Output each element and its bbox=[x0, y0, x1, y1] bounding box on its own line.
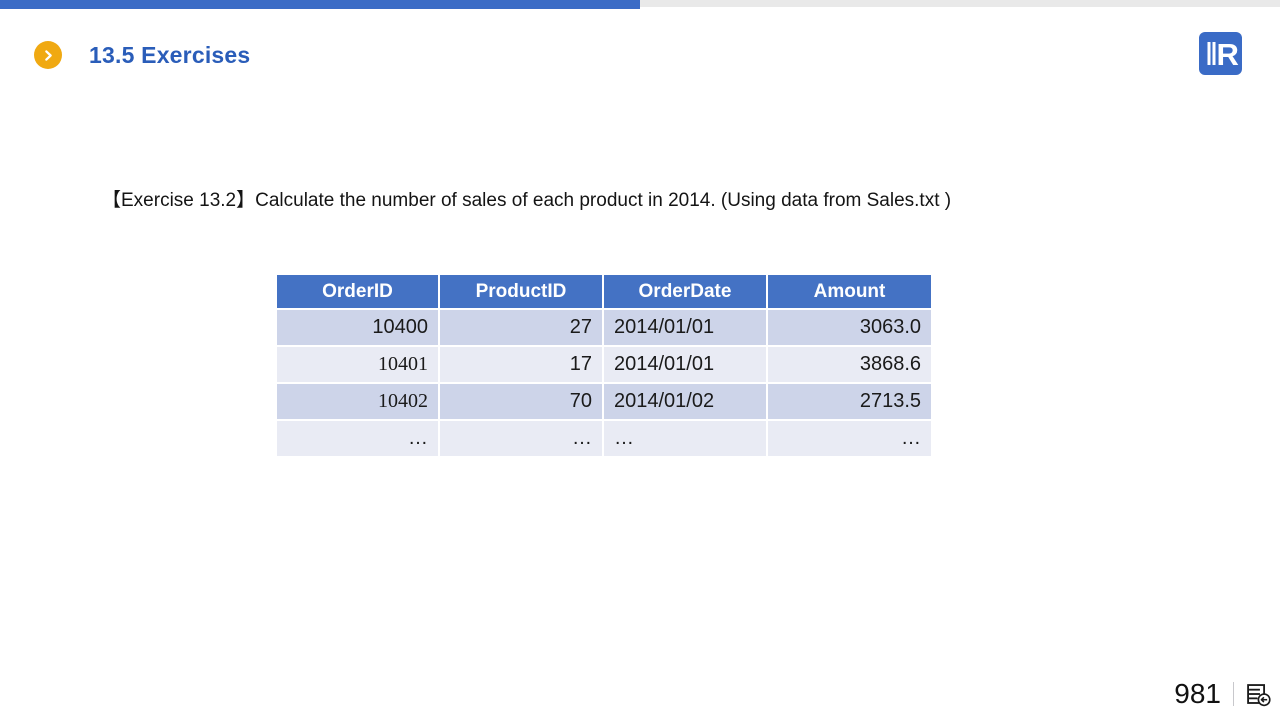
cell-productid: 17 bbox=[438, 345, 604, 384]
top-accent-bar-gray bbox=[640, 0, 1280, 7]
cell-amount: 3868.6 bbox=[766, 345, 933, 384]
cell-orderid: … bbox=[275, 419, 440, 458]
slide-header: 13.5 Exercises bbox=[34, 41, 250, 69]
slide-footer: 981 bbox=[1174, 679, 1272, 709]
column-header-amount: Amount bbox=[766, 273, 933, 310]
table-row: 10400 27 2014/01/01 3063.0 bbox=[275, 308, 933, 347]
cell-orderid: 10402 bbox=[275, 382, 440, 421]
cell-orderid: 10400 bbox=[275, 308, 440, 347]
table-row: 10401 17 2014/01/01 3868.6 bbox=[275, 345, 933, 384]
cell-orderdate: 2014/01/01 bbox=[602, 308, 768, 347]
cell-amount: … bbox=[766, 419, 933, 458]
sales-data-table: OrderID ProductID OrderDate Amount 10400… bbox=[275, 273, 933, 458]
cell-productid: 27 bbox=[438, 308, 604, 347]
cell-orderdate: … bbox=[602, 419, 768, 458]
table-row: 10402 70 2014/01/02 2713.5 bbox=[275, 382, 933, 421]
svg-text:R: R bbox=[1217, 37, 1239, 72]
footer-divider bbox=[1233, 682, 1234, 706]
cell-productid: … bbox=[438, 419, 604, 458]
column-header-orderid: OrderID bbox=[275, 273, 440, 310]
cell-orderid: 10401 bbox=[275, 345, 440, 384]
cell-orderdate: 2014/01/01 bbox=[602, 345, 768, 384]
page-number: 981 bbox=[1174, 678, 1221, 709]
cell-orderdate: 2014/01/02 bbox=[602, 382, 768, 421]
chevron-right-icon bbox=[34, 41, 62, 69]
column-header-orderdate: OrderDate bbox=[602, 273, 768, 310]
cell-amount: 3063.0 bbox=[766, 308, 933, 347]
column-header-productid: ProductID bbox=[438, 273, 604, 310]
cell-amount: 2713.5 bbox=[766, 382, 933, 421]
note-return-icon[interactable] bbox=[1245, 681, 1272, 708]
exercise-text: 【Exercise 13.2】Calculate the number of s… bbox=[102, 190, 952, 211]
r-language-logo-icon: R bbox=[1199, 32, 1242, 75]
table-header-row: OrderID ProductID OrderDate Amount bbox=[275, 273, 933, 310]
cell-productid: 70 bbox=[438, 382, 604, 421]
table-row-ellipsis: … … … … bbox=[275, 419, 933, 458]
top-accent-bar-blue bbox=[0, 0, 640, 9]
page-title: 13.5 Exercises bbox=[89, 42, 251, 68]
